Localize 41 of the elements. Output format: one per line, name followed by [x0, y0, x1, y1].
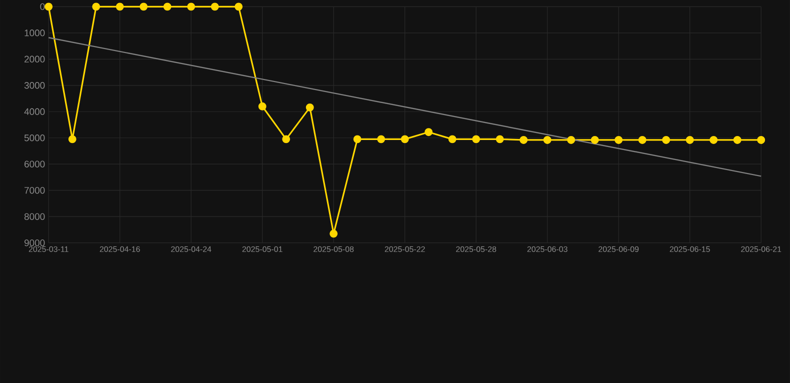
y-tick-label: 8000 — [24, 213, 45, 220]
y-tick-label: 5000 — [24, 134, 45, 142]
point — [68, 135, 76, 144]
point — [234, 2, 243, 11]
y-tick-label: 4000 — [24, 108, 45, 115]
point — [710, 136, 718, 144]
point — [543, 136, 552, 144]
point — [400, 135, 409, 144]
point — [733, 136, 742, 144]
y-tick-label: 1000 — [24, 29, 45, 36]
point — [140, 2, 148, 11]
point — [614, 136, 623, 144]
point — [258, 102, 266, 110]
point — [353, 135, 362, 144]
point — [638, 136, 646, 144]
y-tick-label: 9000 — [24, 239, 45, 246]
y-tick-label: 7000 — [24, 186, 45, 194]
point — [686, 136, 694, 144]
point — [92, 2, 100, 11]
point — [496, 135, 504, 144]
point — [448, 135, 456, 144]
y-tick-label: 2000 — [24, 56, 45, 62]
point — [163, 2, 172, 11]
point — [590, 136, 599, 144]
point — [282, 135, 290, 144]
point — [662, 136, 670, 144]
point — [757, 136, 766, 144]
point — [520, 136, 528, 144]
point — [567, 136, 576, 144]
point — [424, 128, 433, 136]
point — [116, 2, 124, 11]
point — [306, 103, 314, 112]
point — [330, 229, 338, 238]
point — [187, 2, 196, 11]
point — [210, 2, 219, 11]
y-tick-label: 3000 — [24, 82, 45, 89]
point — [472, 135, 480, 144]
point — [377, 135, 386, 144]
y-tick-label: 6000 — [24, 160, 45, 168]
point — [44, 2, 53, 11]
y-tick-label: 0 — [40, 3, 45, 10]
